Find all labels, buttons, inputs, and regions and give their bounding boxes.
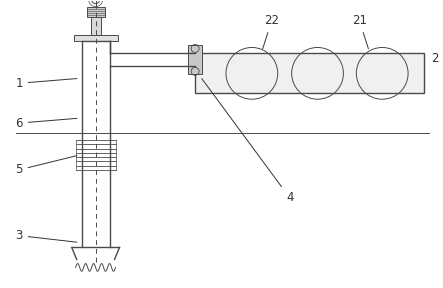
Text: 3: 3 <box>16 229 77 242</box>
Bar <box>91 17 101 35</box>
Text: 2: 2 <box>431 52 439 65</box>
Text: 6: 6 <box>15 117 77 130</box>
Bar <box>188 46 202 74</box>
Text: 5: 5 <box>16 156 77 176</box>
Text: 4: 4 <box>202 79 293 204</box>
Bar <box>87 7 105 17</box>
Text: 21: 21 <box>352 14 369 49</box>
Text: 11: 11 <box>0 287 1 288</box>
Text: 22: 22 <box>263 14 279 49</box>
Text: 1: 1 <box>15 77 77 90</box>
Bar <box>74 35 117 41</box>
Bar <box>195 54 424 93</box>
